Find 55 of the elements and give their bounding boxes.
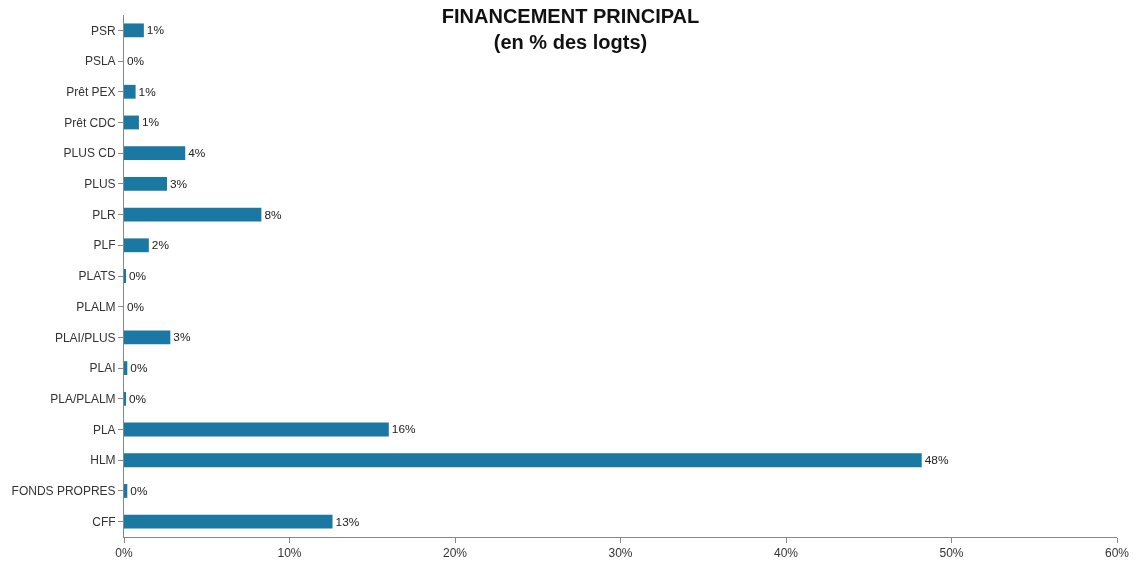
- y-tick-label: PLAI/PLUS: [54, 330, 116, 345]
- data-label: 0%: [130, 483, 148, 498]
- y-tick-label: PSR: [90, 23, 116, 38]
- bar: [124, 23, 144, 38]
- bar: [124, 484, 128, 498]
- bar: [124, 207, 262, 222]
- y-tick-label: PSLA: [84, 54, 116, 69]
- y-tick-label: PLUS CD: [63, 146, 116, 161]
- y-tick-label: PLUS: [84, 177, 116, 192]
- data-label: 1%: [138, 84, 157, 99]
- x-tick-label: 30%: [608, 546, 633, 561]
- y-tick-label: PLATS: [78, 269, 116, 284]
- y-tick-label: PLA/PLALM: [50, 392, 116, 407]
- x-tick-label: 0%: [115, 546, 133, 561]
- data-label: 1%: [141, 115, 160, 130]
- data-label: 0%: [127, 54, 145, 69]
- chart-title: FINANCEMENT PRINCIPAL (en % des logts): [441, 4, 700, 53]
- y-tick-label: PLAI: [89, 361, 116, 376]
- y-tick-label: PLALM: [76, 299, 116, 314]
- data-label: 0%: [129, 391, 147, 406]
- data-label: 0%: [127, 299, 145, 314]
- bar: [124, 176, 168, 191]
- data-label: 48%: [924, 453, 949, 468]
- bar: [124, 330, 171, 345]
- data-label: 16%: [391, 422, 416, 437]
- data-label: 0%: [130, 361, 148, 376]
- bar: [124, 514, 333, 529]
- x-tick-label: 10%: [277, 546, 302, 561]
- data-label: 1%: [146, 23, 165, 38]
- y-tick-label: HLM: [90, 453, 116, 468]
- bar: [124, 453, 922, 468]
- data-label: 13%: [335, 514, 360, 529]
- bar: [124, 115, 139, 130]
- y-tick-label: PLA: [92, 422, 116, 437]
- data-label: 3%: [170, 176, 188, 191]
- y-tick-label: PLR: [92, 207, 116, 222]
- data-label: 8%: [264, 207, 282, 222]
- y-tick-label: Prêt PEX: [66, 84, 116, 99]
- y-tick-label: FONDS PROPRES: [11, 484, 116, 499]
- y-tick-label: Prêt CDC: [64, 115, 116, 130]
- data-label: 2%: [151, 238, 170, 253]
- bar: [124, 146, 186, 161]
- data-label: 0%: [129, 268, 147, 283]
- bar: [124, 84, 136, 99]
- bar: [124, 422, 389, 437]
- bar: [124, 361, 128, 376]
- y-tick-label: PLF: [93, 238, 116, 253]
- y-tick-label: CFF: [92, 514, 116, 529]
- x-tick-label: 50%: [939, 546, 964, 561]
- data-label: 4%: [188, 146, 206, 161]
- x-tick-label: 40%: [773, 546, 799, 561]
- x-tick-label: 60%: [1104, 546, 1130, 561]
- data-label: 3%: [173, 330, 191, 345]
- bar: [124, 238, 149, 253]
- x-tick-label: 20%: [442, 546, 468, 561]
